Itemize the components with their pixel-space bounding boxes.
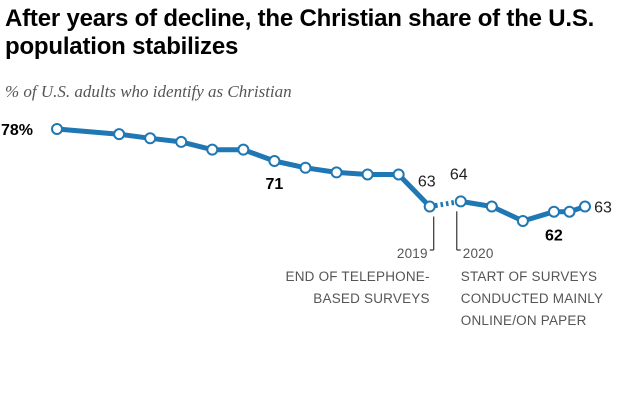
data-label: 63 xyxy=(418,174,436,191)
data-point xyxy=(175,135,188,148)
data-point xyxy=(547,205,560,218)
data-point xyxy=(392,168,405,181)
annotation-text-line: ONLINE/ON PAPER xyxy=(461,313,587,328)
data-point xyxy=(113,128,126,141)
data-point xyxy=(144,132,157,145)
series-line-before-2019 xyxy=(54,126,433,209)
data-label: 62 xyxy=(545,228,563,245)
chart-title: After years of decline, the Christian sh… xyxy=(5,5,595,60)
chart-subtitle: % of U.S. adults who identify as Christi… xyxy=(5,82,292,101)
data-point xyxy=(330,166,343,179)
data-point xyxy=(579,200,591,213)
data-label: 63 xyxy=(594,200,612,217)
annotation-text-line: END OF TELEPHONE- xyxy=(286,269,430,284)
data-point xyxy=(51,123,63,135)
data-point xyxy=(299,161,312,174)
annotation-year: 2019 xyxy=(397,246,428,261)
data-point xyxy=(485,200,498,213)
data-point xyxy=(423,200,436,213)
data-point xyxy=(516,215,529,227)
data-point xyxy=(563,205,576,218)
data-point xyxy=(361,168,374,181)
annotation-text-line: START OF SURVEYS xyxy=(461,269,598,284)
data-label: 64 xyxy=(450,166,468,183)
annotation-year: 2020 xyxy=(463,246,494,261)
data-point xyxy=(237,143,250,156)
data-point xyxy=(268,155,281,168)
data-point xyxy=(206,143,219,156)
data-point xyxy=(454,195,467,208)
annotation-text-line: CONDUCTED MAINLY xyxy=(461,291,603,306)
data-label: 78% xyxy=(1,122,33,139)
annotation-text-line: BASED SURVEYS xyxy=(313,291,429,306)
data-label: 71 xyxy=(266,176,284,193)
